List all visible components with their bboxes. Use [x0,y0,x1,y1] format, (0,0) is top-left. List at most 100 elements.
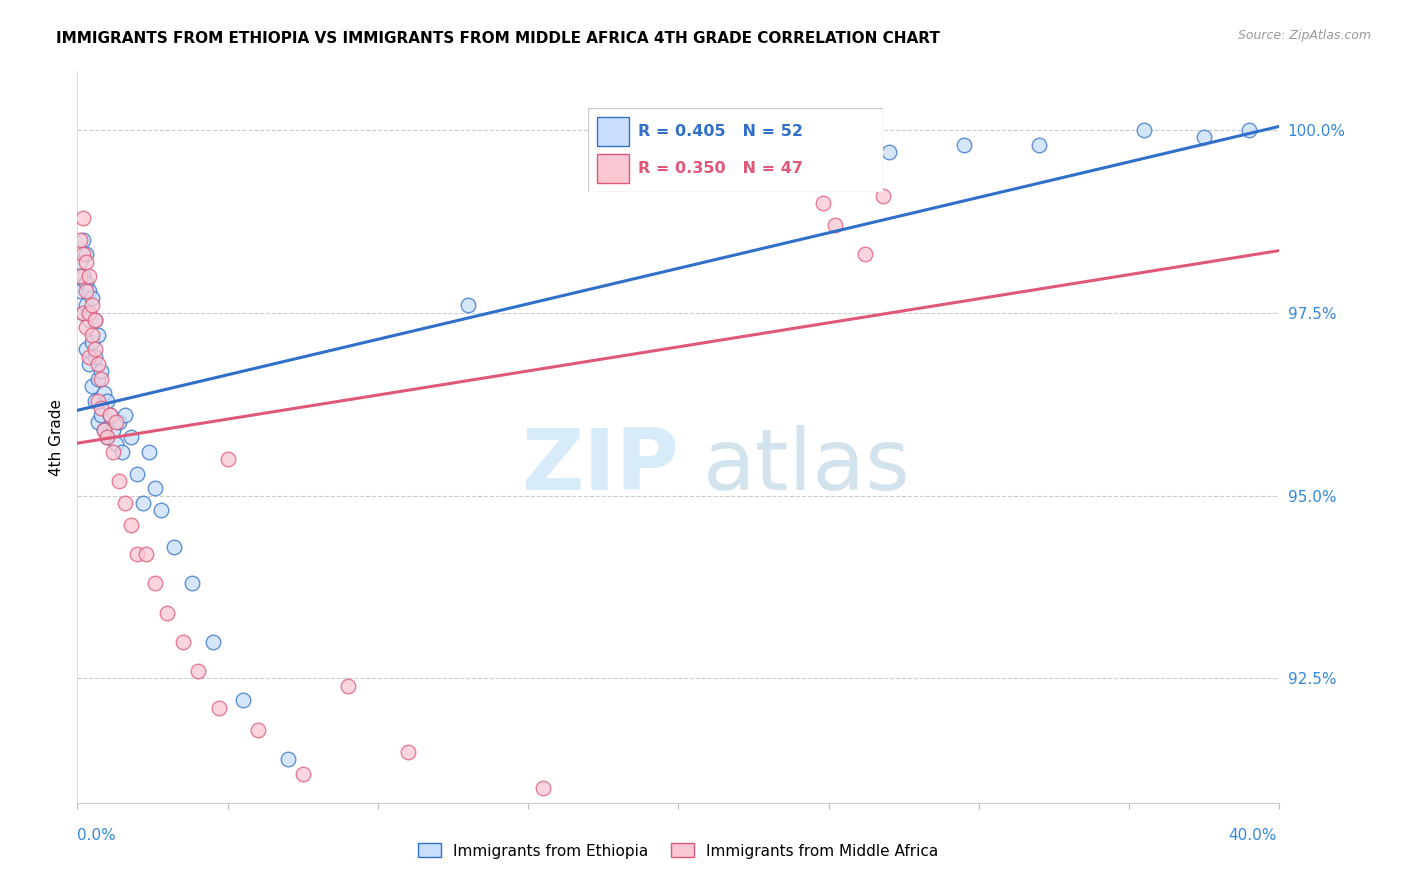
Point [817,160,839,174]
Point [79,269,101,284]
Text: R = 0.350   N = 47: R = 0.350 N = 47 [638,161,803,176]
Point [138,444,160,458]
Point [75,247,97,261]
Point [841,174,863,188]
Point [246,723,269,737]
Point [156,606,179,620]
Point [79,284,101,298]
Point [82,334,104,349]
Point [90,408,112,422]
Point [872,188,894,202]
Point [1133,123,1156,137]
Point [82,291,104,305]
Point [111,444,134,458]
Point [79,306,101,320]
Point [853,247,876,261]
Point [127,467,149,481]
Point [108,474,131,488]
Point [69,284,91,298]
Text: ZIP: ZIP [520,425,679,508]
Point [135,547,157,561]
Point [72,233,94,247]
Point [1194,130,1216,145]
Point [291,766,314,780]
Point [120,517,142,532]
Point [93,423,115,437]
Point [72,306,94,320]
Point [84,313,107,327]
Point [336,679,359,693]
Text: 0.0%: 0.0% [77,828,117,843]
Point [217,452,239,467]
Point [531,781,554,796]
Point [1239,123,1261,137]
Text: atlas: atlas [703,425,911,508]
Point [90,364,112,378]
Point [75,277,97,291]
Point [1028,137,1050,152]
Point [72,211,94,225]
Point [824,218,846,232]
Point [79,357,101,371]
Point [90,401,112,415]
Legend: Immigrants from Ethiopia, Immigrants from Middle Africa: Immigrants from Ethiopia, Immigrants fro… [412,838,945,864]
Point [75,284,97,298]
Text: Source: ZipAtlas.com: Source: ZipAtlas.com [1237,29,1371,42]
Point [96,430,118,444]
Point [180,576,202,591]
Point [103,444,125,458]
Point [100,408,122,422]
Point [84,350,107,364]
Point [69,233,91,247]
Point [84,343,107,357]
Point [127,547,149,561]
Point [145,576,167,591]
Text: R = 0.405   N = 52: R = 0.405 N = 52 [638,124,803,139]
Point [72,306,94,320]
Point [232,693,254,707]
Point [396,745,419,759]
Point [87,416,110,430]
Text: IMMIGRANTS FROM ETHIOPIA VS IMMIGRANTS FROM MIDDLE AFRICA 4TH GRADE CORRELATION : IMMIGRANTS FROM ETHIOPIA VS IMMIGRANTS F… [56,31,941,46]
Point [82,379,104,393]
Point [811,196,834,211]
Point [79,313,101,327]
Point [105,437,128,451]
Point [207,700,229,714]
Point [277,752,299,766]
Point [114,408,136,422]
Point [96,430,118,444]
Point [457,298,479,312]
Point [75,320,97,334]
Point [120,430,142,444]
Point [132,496,155,510]
Point [72,247,94,261]
Bar [598,117,630,145]
Point [108,416,131,430]
Point [162,540,184,554]
Point [84,313,107,327]
Point [75,298,97,312]
Point [93,423,115,437]
Point [201,635,224,649]
Point [82,327,104,342]
Point [96,393,118,408]
Point [953,137,976,152]
Point [69,254,91,268]
Bar [598,154,630,183]
Point [82,298,104,312]
Point [75,254,97,268]
Point [72,269,94,284]
Point [75,343,97,357]
Point [69,269,91,284]
Point [114,496,136,510]
Point [727,137,749,152]
Point [87,371,110,385]
Point [103,423,125,437]
Point [90,371,112,385]
Point [877,145,900,159]
Y-axis label: 4th Grade: 4th Grade [49,399,65,475]
Point [87,393,110,408]
Point [172,635,194,649]
Point [105,416,128,430]
